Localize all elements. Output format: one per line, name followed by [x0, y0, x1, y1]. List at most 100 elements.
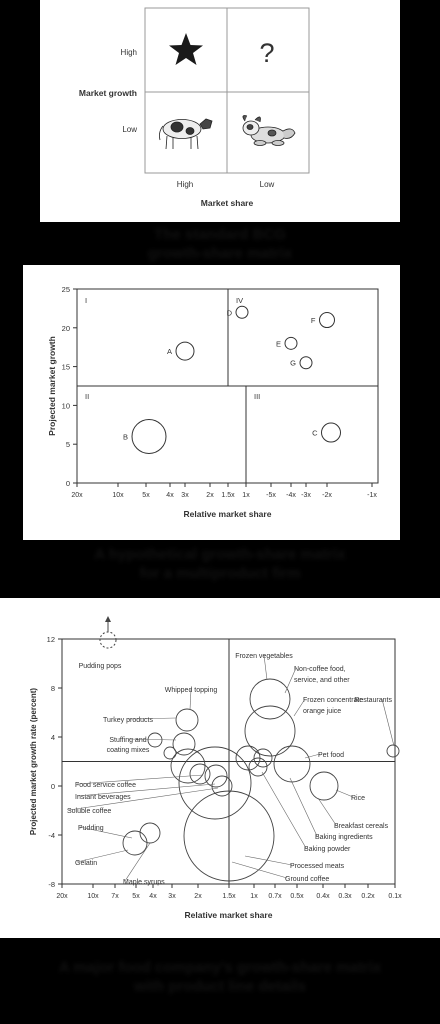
x-low-label: Low [260, 180, 275, 189]
x-tick-label: 4x [166, 492, 174, 499]
product-label: Breakfast cereals [334, 823, 389, 830]
x-tick-label: 2x [206, 492, 214, 499]
bubble-13 [309, 771, 339, 801]
x-tick-label: -1x [367, 492, 377, 499]
bubble-15 [253, 748, 273, 768]
product-label: Food service coffee [75, 782, 136, 789]
bubble-d [235, 305, 249, 319]
product-label: Pudding [78, 825, 104, 832]
x-tick-label: 1.5x [221, 492, 235, 499]
y-high-label: High [121, 48, 137, 57]
bubble-c [321, 422, 341, 443]
bubble-3 [249, 678, 291, 720]
leader-line [293, 698, 306, 717]
caption-1-line-2: growth-share matrix [147, 245, 293, 262]
x-tick-label: 10x [87, 893, 99, 900]
leader-line [68, 787, 219, 811]
quadrant-label: II [85, 392, 89, 401]
leader-line [317, 797, 337, 826]
bubble-label-f: F [311, 316, 316, 325]
bubble-12 [273, 745, 311, 783]
bubble-label-c: C [312, 429, 318, 438]
x-tick-label: 0.1x [388, 893, 402, 900]
product-label: Baking powder [304, 846, 351, 853]
x-tick-label: 1x [242, 492, 250, 499]
product-label: orange juice [303, 708, 341, 715]
bcg-matrix-svg: High Market growth Low High Low Market s… [79, 7, 310, 208]
quadrant-label: IV [236, 296, 243, 305]
leader-line [244, 855, 293, 866]
x-tick-label: 0.2x [361, 893, 375, 900]
y-tick-label: 12 [47, 635, 55, 644]
y-tick-label: 20 [62, 324, 70, 333]
product-label: Instant beverages [75, 794, 131, 801]
pudding-pops-bubble [99, 631, 117, 649]
bubble-10 [204, 764, 228, 788]
x-tick-label: 20x [71, 492, 83, 499]
bubble-6 [175, 708, 199, 732]
y-tick-label: 15 [62, 363, 70, 372]
bubble-e [284, 336, 298, 350]
food-company-matrix-panel: -8 -4 0 4 8 12 20x 10x 7x 5x 4x 3x 2x 1.5x 1x 0.7x 0.5x 0… [0, 598, 440, 938]
product-label: Turkey products [103, 717, 153, 724]
leader-line [381, 698, 395, 747]
product-label: Ground coffee [285, 876, 329, 883]
product-label: Restaurants [354, 697, 392, 704]
x-tick-label: 5x [132, 893, 140, 900]
bubble-label-e: E [276, 339, 281, 348]
caption-3-line-2: with product line details [134, 978, 306, 995]
bubble-4 [244, 705, 296, 757]
product-label: Frozen concentrate [303, 697, 363, 704]
leader-line [127, 738, 177, 741]
y-axis-label: Market growth [79, 88, 137, 98]
y-tick-label: 0 [66, 479, 70, 488]
caption-2-line-2: for a multiproduct firm [139, 565, 301, 582]
leader-line [289, 777, 318, 837]
x-tick-label: 3x [168, 893, 176, 900]
bubble-18 [386, 744, 400, 758]
question-mark-icon: ? [259, 38, 274, 68]
bubble-7 [172, 732, 196, 756]
bubble-16 [122, 830, 148, 856]
y-tick-label: 4 [51, 733, 55, 742]
x-tick-label: 0.4x [316, 893, 330, 900]
caption-3-line-1: A major food company's growth-share matr… [58, 959, 382, 976]
leader-line [189, 688, 192, 711]
x-tick-label: 3x [181, 492, 189, 499]
x-tick-label: 10x [112, 492, 124, 499]
product-label: Gelatin [75, 860, 97, 867]
x-axis-label: Relative market share [184, 509, 272, 519]
leader-line [335, 789, 354, 798]
x-tick-label: 7x [111, 893, 119, 900]
y-tick-label: -4 [48, 831, 55, 840]
bubble-a [175, 341, 195, 361]
leader-line [231, 861, 288, 879]
x-tick-label: 1x [250, 893, 258, 900]
leader-line [284, 667, 297, 694]
y-tick-label: 5 [66, 440, 70, 449]
x-tick-label: 4x [149, 893, 157, 900]
bubble-label-b: B [123, 432, 128, 441]
leader-line [76, 774, 204, 785]
bubble-11 [211, 775, 233, 797]
caption-1-line-1: The standard BCG [154, 226, 286, 243]
x-tick-label: -3x [301, 492, 311, 499]
x-tick-label: 1.5x [222, 893, 236, 900]
y-tick-label: 10 [62, 401, 70, 410]
y-low-label: Low [122, 125, 137, 134]
product-label: Non-coffee food, [294, 666, 346, 673]
bubble-g [299, 356, 313, 370]
x-tick-label: -5x [266, 492, 276, 499]
product-label: service, and other [294, 677, 350, 684]
x-tick-label: 0.7x [268, 893, 282, 900]
cow-icon [159, 118, 213, 150]
product-label: Maple syrups [123, 879, 165, 886]
x-axis-label: Market share [201, 198, 254, 208]
x-tick-label: -4x [286, 492, 296, 499]
product-label: Stuffing and [109, 737, 146, 744]
caption-2: A hypothetical growth-share matrix for a… [0, 545, 440, 583]
y-axis-label: Projected market growth [47, 336, 57, 436]
bubble-label-d: D [227, 308, 233, 317]
leader-line [263, 654, 268, 681]
leader-line [304, 753, 321, 759]
